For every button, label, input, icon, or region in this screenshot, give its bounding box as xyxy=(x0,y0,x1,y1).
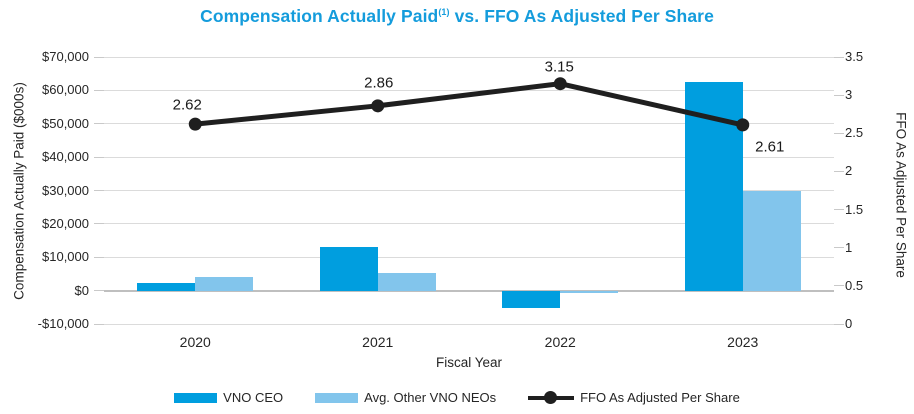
right-axis-tick-label: 2 xyxy=(845,163,853,179)
left-axis-tick xyxy=(94,190,104,191)
right-axis-tick xyxy=(834,132,844,134)
right-axis-tick-label: 1.5 xyxy=(845,201,864,217)
gridline xyxy=(104,256,834,258)
bar-vno-ceo-2020 xyxy=(137,283,196,291)
chart-title-tail: vs. FFO As Adjusted Per Share xyxy=(449,6,714,26)
legend-label: Avg. Other VNO NEOs xyxy=(364,390,497,405)
ffo-line-marker xyxy=(371,99,385,113)
right-axis-tick xyxy=(834,323,844,325)
ffo-point-label: 2.61 xyxy=(755,138,785,156)
chart-title: Compensation Actually Paid(1) vs. FFO As… xyxy=(0,6,914,27)
legend-item-avg-other-vno-neos: Avg. Other VNO NEOs xyxy=(315,390,496,405)
right-axis-tick-label: 1 xyxy=(845,239,853,255)
legend-item-vno-ceo: VNO CEO xyxy=(174,390,283,405)
x-axis-category-label: 2022 xyxy=(544,334,576,350)
bar-avg-other-vno-neos-2020 xyxy=(195,277,254,291)
left-axis-tick-label: $40,000 xyxy=(42,149,89,165)
gridline xyxy=(104,190,834,191)
left-axis-tick xyxy=(94,123,104,125)
left-axis-tick-label: -$10,000 xyxy=(37,316,89,331)
left-axis-tick-label: $50,000 xyxy=(42,115,89,131)
left-axis-tick xyxy=(94,323,104,325)
bar-vno-ceo-2021 xyxy=(319,247,378,291)
bar-avg-other-vno-neos-2021 xyxy=(377,272,436,291)
ffo-point-label: 2.86 xyxy=(364,74,394,92)
left-axis-tick-label: $60,000 xyxy=(42,82,89,98)
left-axis-tick xyxy=(94,89,104,91)
left-axis-tick xyxy=(94,56,104,58)
gridline xyxy=(104,56,834,58)
right-axis-tick xyxy=(834,209,844,211)
legend-line-swatch xyxy=(528,391,575,404)
right-axis-tick-label: 2.5 xyxy=(845,125,864,141)
chart-title-main: Compensation Actually Paid xyxy=(200,6,439,26)
left-axis-tick xyxy=(94,156,104,158)
ffo-point-label: 2.62 xyxy=(172,96,202,114)
x-axis-category-label: 2023 xyxy=(727,334,759,350)
x-axis-title: Fiscal Year xyxy=(435,355,503,370)
gridline xyxy=(104,223,834,225)
left-axis-tick xyxy=(94,256,104,258)
right-axis-tick xyxy=(834,285,844,287)
ffo-point-label: 3.15 xyxy=(544,58,574,76)
left-axis-tick xyxy=(94,290,104,292)
left-axis-tick xyxy=(94,223,104,225)
left-axis-tick-label: $70,000 xyxy=(42,49,89,64)
left-axis-title: Compensation Actually Paid ($000s) xyxy=(11,82,27,300)
bar-avg-other-vno-neos-2023 xyxy=(742,190,801,291)
right-axis-tick-label: 3.5 xyxy=(845,49,864,64)
right-axis-tick-label: 0 xyxy=(845,316,853,331)
legend-line-marker-icon xyxy=(544,391,558,404)
left-axis-tick-label: $10,000 xyxy=(42,249,89,265)
zero-gridline xyxy=(104,289,834,292)
legend-bar-swatch xyxy=(174,392,218,403)
legend-item-ffo-as-adjusted-per-share: FFO As Adjusted Per Share xyxy=(528,390,740,405)
gridline xyxy=(104,156,834,158)
chart-legend: VNO CEO Avg. Other VNO NEOs FFO As Adjuste… xyxy=(0,390,914,405)
bar-vno-ceo-2022 xyxy=(502,290,561,308)
gridline xyxy=(104,323,834,325)
right-axis-tick xyxy=(834,170,844,172)
chart-title-footnote-marker: (1) xyxy=(438,7,450,18)
x-axis-category-label: 2020 xyxy=(179,334,211,350)
left-axis-tick-label: $0 xyxy=(74,282,89,298)
bar-avg-other-vno-neos-2022 xyxy=(560,290,619,294)
right-axis-tick-label: 3 xyxy=(845,87,853,103)
right-axis-title: FFO As Adjusted Per Share xyxy=(893,112,909,278)
bar-vno-ceo-2023 xyxy=(684,82,743,291)
x-axis-category-label: 2021 xyxy=(362,334,394,350)
right-axis-tick xyxy=(834,247,844,249)
left-axis-tick-label: $30,000 xyxy=(42,182,89,198)
right-axis-tick xyxy=(834,94,844,96)
legend-label: VNO CEO xyxy=(223,390,284,405)
right-axis-tick xyxy=(834,56,844,58)
left-axis-tick-label: $20,000 xyxy=(42,215,89,231)
ffo-line-marker xyxy=(553,77,567,91)
legend-bar-swatch xyxy=(315,392,359,403)
right-axis-tick-label: 0.5 xyxy=(845,277,864,293)
legend-label: FFO As Adjusted Per Share xyxy=(580,390,740,405)
